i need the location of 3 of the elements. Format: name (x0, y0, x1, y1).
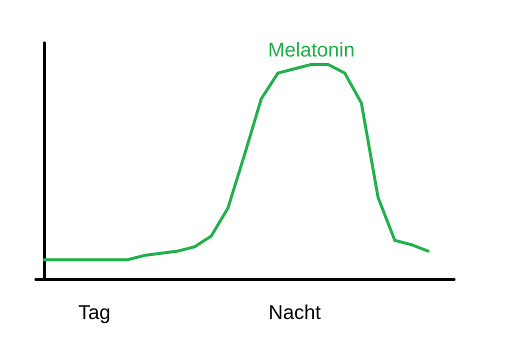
x-tick-label: Nacht (268, 302, 322, 324)
x-tick-label: Tag (78, 302, 111, 324)
series-label: Melatonin (268, 39, 355, 62)
